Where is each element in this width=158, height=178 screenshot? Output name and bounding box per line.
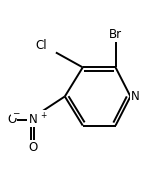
Text: O: O: [7, 113, 16, 126]
Text: +: +: [40, 111, 47, 120]
Text: N: N: [131, 90, 139, 103]
Text: Br: Br: [109, 28, 122, 41]
Text: O: O: [28, 141, 37, 155]
Text: −: −: [12, 108, 19, 117]
Text: N: N: [28, 113, 37, 126]
Text: Cl: Cl: [35, 39, 47, 52]
